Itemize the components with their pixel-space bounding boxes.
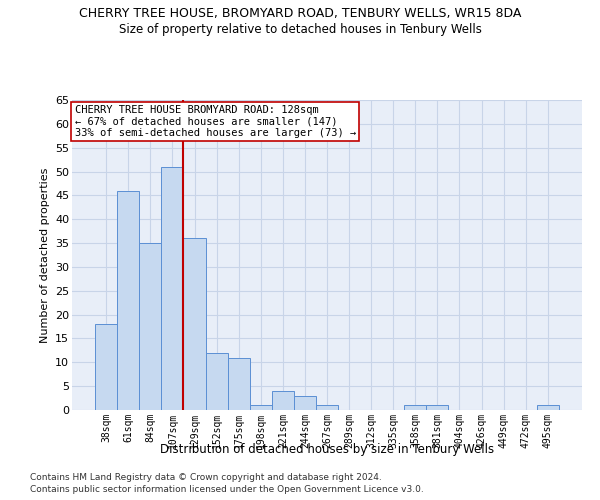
Bar [117,190,139,410]
Bar [427,405,448,410]
Text: Contains public sector information licensed under the Open Government Licence v3: Contains public sector information licen… [30,485,424,494]
Bar [316,405,338,410]
Bar [537,405,559,410]
Text: CHERRY TREE HOUSE, BROMYARD ROAD, TENBURY WELLS, WR15 8DA: CHERRY TREE HOUSE, BROMYARD ROAD, TENBUR… [79,8,521,20]
Bar [294,396,316,410]
Bar [250,405,272,410]
Bar [227,358,250,410]
Y-axis label: Number of detached properties: Number of detached properties [40,168,50,342]
Bar [139,243,161,410]
Bar [161,167,184,410]
Bar [404,405,427,410]
Text: CHERRY TREE HOUSE BROMYARD ROAD: 128sqm
← 67% of detached houses are smaller (14: CHERRY TREE HOUSE BROMYARD ROAD: 128sqm … [74,104,356,138]
Bar [95,324,117,410]
Text: Distribution of detached houses by size in Tenbury Wells: Distribution of detached houses by size … [160,442,494,456]
Bar [272,391,294,410]
Bar [206,353,227,410]
Text: Size of property relative to detached houses in Tenbury Wells: Size of property relative to detached ho… [119,22,481,36]
Bar [184,238,206,410]
Text: Contains HM Land Registry data © Crown copyright and database right 2024.: Contains HM Land Registry data © Crown c… [30,472,382,482]
